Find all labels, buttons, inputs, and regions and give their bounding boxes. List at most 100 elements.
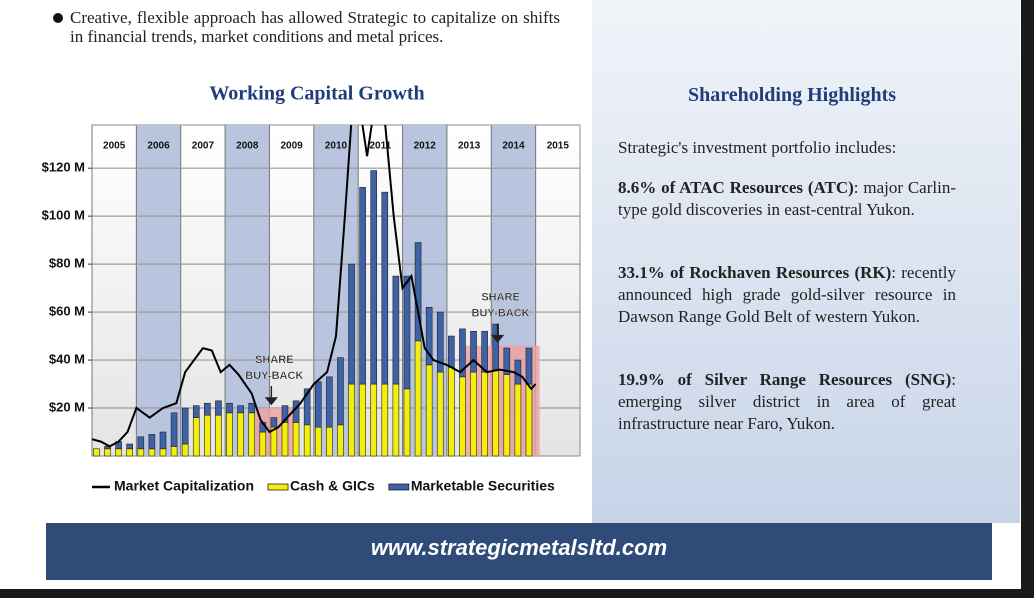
bar bbox=[126, 448, 134, 457]
y-tick-label: $80 M bbox=[49, 256, 85, 271]
holding-item: 19.9% of Silver Range Resources (SNG): e… bbox=[618, 369, 956, 435]
bar bbox=[436, 311, 444, 373]
y-tick-label: $40 M bbox=[49, 351, 85, 366]
bar bbox=[259, 431, 267, 457]
bar bbox=[215, 414, 222, 457]
bar bbox=[215, 400, 222, 416]
chart: Working Capital Growth 2005 2006 2007 2008 2… bbox=[42, 83, 581, 494]
sidebar-panel bbox=[592, 0, 1020, 523]
bar bbox=[459, 328, 466, 378]
bar bbox=[326, 426, 333, 457]
year-band bbox=[225, 125, 270, 456]
bar bbox=[414, 340, 422, 457]
holding-text: : emerging silver district in area of gr… bbox=[618, 370, 956, 433]
bar bbox=[459, 376, 466, 457]
bar bbox=[403, 275, 411, 390]
bar bbox=[392, 383, 400, 457]
bar bbox=[192, 417, 200, 457]
bar bbox=[181, 443, 189, 457]
holding-name: 19.9% of Silver Range Resources (SNG) bbox=[618, 370, 952, 389]
year-band bbox=[136, 125, 181, 456]
bullet-dot bbox=[53, 13, 63, 23]
bar bbox=[248, 412, 256, 457]
x-tick-label: 2011 bbox=[370, 141, 392, 152]
bar bbox=[514, 359, 522, 385]
x-tick-label: 2007 bbox=[192, 141, 215, 152]
x-tick-label: 2014 bbox=[502, 141, 525, 152]
bar bbox=[525, 383, 533, 457]
bar bbox=[492, 369, 500, 457]
bar bbox=[314, 381, 322, 428]
x-tick-label: 2012 bbox=[414, 141, 437, 152]
legend-swatch bbox=[388, 483, 410, 491]
bar bbox=[192, 405, 200, 418]
frame bbox=[0, 589, 1034, 598]
bar bbox=[348, 383, 355, 457]
bar bbox=[226, 402, 233, 414]
bar bbox=[137, 448, 145, 457]
bar bbox=[370, 383, 378, 457]
holding-item: 8.6% of ATAC Resources (ATC): major Carl… bbox=[618, 177, 956, 221]
bar bbox=[237, 412, 244, 457]
bar bbox=[93, 448, 100, 457]
holding-name: 33.1% of Rockhaven Resources (RK) bbox=[618, 263, 892, 282]
legend-label: Cash & GICs bbox=[290, 478, 375, 494]
bar bbox=[470, 330, 477, 373]
legend-label: Marketable Securities bbox=[411, 478, 555, 494]
bar bbox=[448, 366, 455, 457]
bar bbox=[348, 263, 355, 385]
chart-title: Working Capital Growth bbox=[209, 83, 424, 105]
bar bbox=[281, 422, 289, 457]
bar bbox=[159, 448, 167, 457]
y-tick-label: $100 M bbox=[42, 208, 85, 223]
bar bbox=[514, 383, 522, 457]
bar bbox=[425, 306, 433, 366]
bar bbox=[481, 330, 488, 373]
bar bbox=[503, 347, 511, 375]
bar bbox=[337, 357, 344, 426]
market-cap-line bbox=[92, 125, 537, 448]
bar bbox=[470, 371, 477, 457]
bar bbox=[403, 388, 411, 457]
sidebar-title: Shareholding Highlights bbox=[687, 84, 897, 106]
bar bbox=[303, 424, 311, 457]
bar bbox=[370, 170, 378, 385]
sidebar-intro: Strategic's investment portfolio include… bbox=[618, 138, 897, 157]
holding-text: : recently announced high grade gold-sil… bbox=[618, 263, 956, 326]
annotation-text: SHARE bbox=[481, 292, 520, 304]
bar bbox=[425, 364, 433, 457]
bar bbox=[148, 434, 156, 450]
legend-swatch bbox=[267, 483, 289, 491]
annotation-text: SHARE bbox=[255, 354, 294, 366]
bar bbox=[104, 446, 111, 450]
y-tick-label: $20 M bbox=[49, 399, 85, 414]
bar bbox=[226, 412, 233, 457]
bar bbox=[448, 335, 455, 368]
bar bbox=[204, 414, 211, 457]
annotation-arrow bbox=[490, 323, 505, 343]
legend-label: Market Capitalization bbox=[114, 478, 254, 494]
plot-area: 2005 2006 2007 2008 2009 2010 2011 2012 2013 2014… bbox=[42, 124, 581, 494]
frame bbox=[1021, 0, 1034, 598]
bar bbox=[436, 371, 444, 457]
bar bbox=[159, 431, 167, 450]
bar bbox=[326, 376, 333, 428]
x-tick-label: 2013 bbox=[458, 141, 481, 152]
bar bbox=[381, 383, 389, 457]
bullet-text: Creative, flexible approach has allowed … bbox=[70, 8, 560, 46]
bar bbox=[481, 371, 488, 457]
x-tick-label: 2009 bbox=[281, 141, 304, 152]
bar bbox=[503, 374, 511, 457]
bar bbox=[392, 275, 400, 385]
bar bbox=[170, 446, 178, 457]
x-tick-label: 2005 bbox=[103, 141, 126, 152]
bar bbox=[359, 383, 366, 457]
bar bbox=[281, 405, 289, 423]
bar bbox=[337, 424, 344, 457]
bar bbox=[525, 347, 533, 385]
x-tick-label: 2010 bbox=[325, 141, 348, 152]
bar bbox=[381, 191, 389, 385]
bar bbox=[115, 448, 122, 457]
bar bbox=[181, 407, 189, 445]
